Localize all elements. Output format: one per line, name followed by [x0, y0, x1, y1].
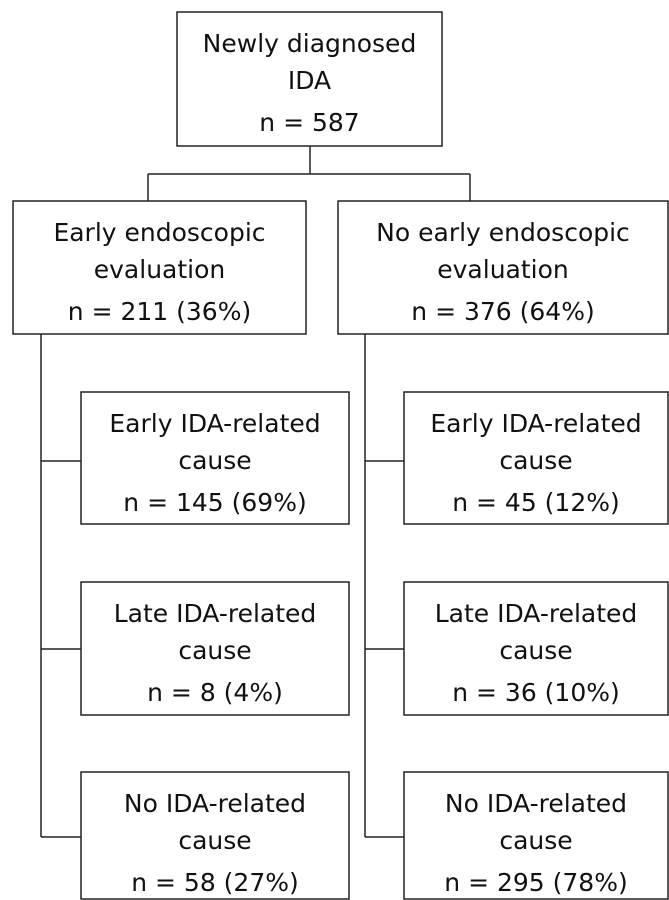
node-box: [403, 391, 669, 525]
node-count: n = 145 (69%): [123, 488, 306, 517]
node-box: [403, 581, 669, 716]
node-label: cause: [499, 826, 572, 855]
node-label: Early IDA-related: [109, 409, 320, 438]
node-box: [80, 771, 350, 900]
node-label: Late IDA-related: [435, 599, 638, 628]
node-count: n = 8 (4%): [147, 678, 283, 707]
node-label: cause: [178, 826, 251, 855]
node-label: No IDA-related: [124, 789, 306, 818]
node-label: evaluation: [437, 255, 569, 284]
node-label: Newly diagnosed: [203, 29, 417, 58]
node-count: n = 587: [259, 108, 359, 137]
node-label: cause: [178, 636, 251, 665]
node-count: n = 45 (12%): [452, 488, 620, 517]
node-label: cause: [178, 446, 251, 475]
node-box: [337, 200, 669, 335]
node-box: [80, 391, 350, 525]
node-label: IDA: [288, 66, 331, 95]
node-label: Late IDA-related: [114, 599, 317, 628]
node-count: n = 295 (78%): [444, 868, 627, 897]
node-label: Early IDA-related: [430, 409, 641, 438]
node-label: No IDA-related: [445, 789, 627, 818]
node-box: [80, 581, 350, 716]
node-count: n = 58 (27%): [131, 868, 299, 897]
node-label: cause: [499, 636, 572, 665]
node-count: n = 211 (36%): [68, 297, 251, 326]
node-label: cause: [499, 446, 572, 475]
node-label: Early endoscopic: [53, 218, 265, 247]
node-label: evaluation: [94, 255, 226, 284]
node-count: n = 36 (10%): [452, 678, 620, 707]
node-box: [12, 200, 307, 335]
node-box: [403, 771, 669, 900]
node-label: No early endoscopic: [376, 218, 630, 247]
node-count: n = 376 (64%): [411, 297, 594, 326]
node-box: [176, 11, 443, 147]
